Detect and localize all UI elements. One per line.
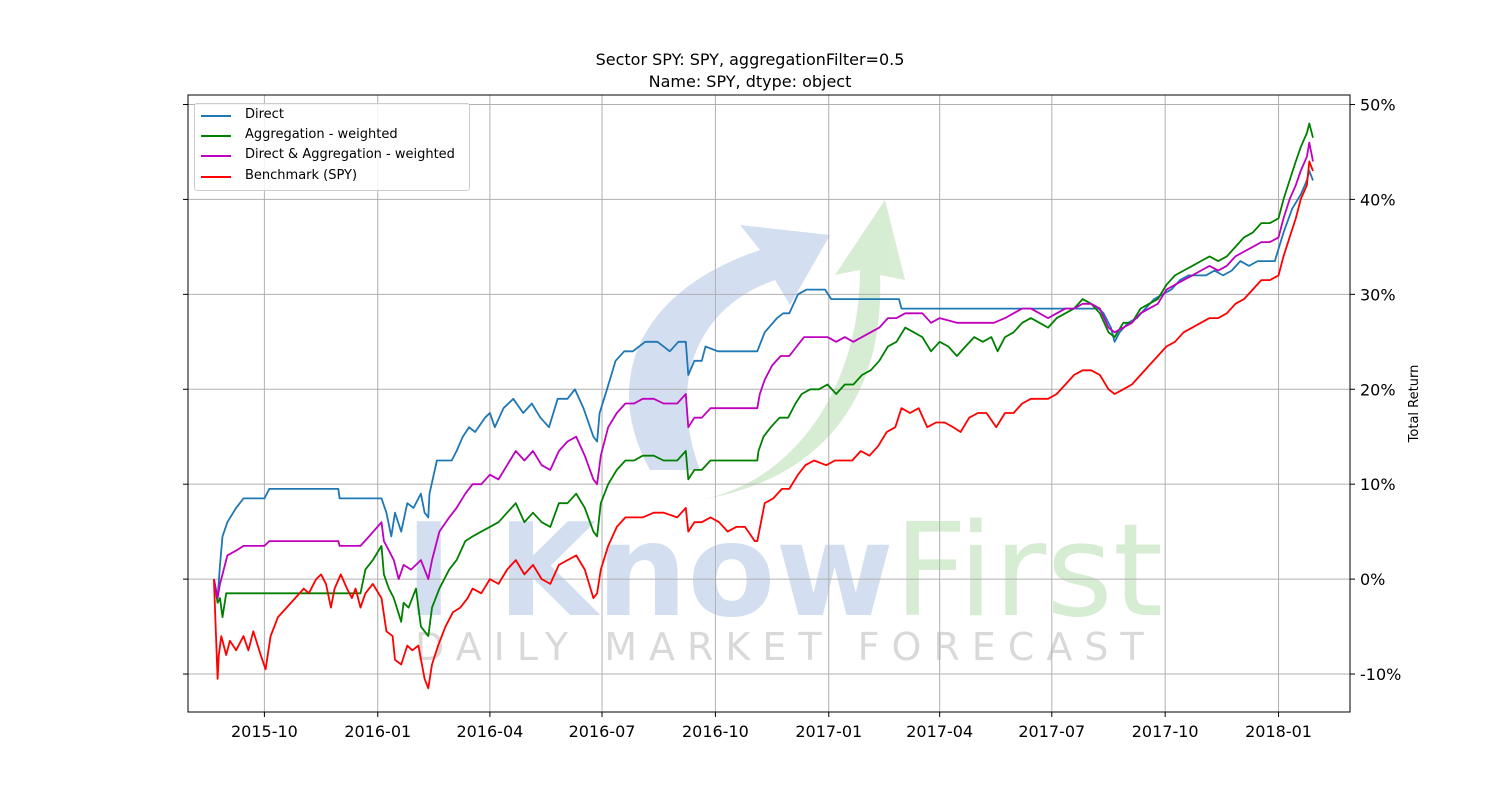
watermark-text-iknow: I KnowFirst [405,497,1163,646]
watermark-arrow-blue [628,225,830,470]
series-line-benchmark-spy [213,160,1314,690]
legend-swatch-aggregation [201,135,231,137]
series-line-direct-aggregation-weighted [213,141,1314,599]
x-tick-label: 2017-07 [1018,722,1085,741]
y-tick-label: 20% [1360,380,1396,399]
legend-swatch-direct-aggregation [201,155,231,157]
x-tick-label: 2016-04 [456,722,523,741]
legend-label-direct: Direct [245,107,284,122]
x-tick-label: 2018-01 [1245,722,1312,741]
y-tick-label: 30% [1360,285,1396,304]
y-axis-label: Total Return [1407,365,1422,444]
y-tick-label: -10% [1360,665,1401,684]
legend-label-direct-aggregation: Direct & Aggregation - weighted [245,147,455,162]
y-tick-label: 40% [1360,190,1396,209]
y-tick-label: 10% [1360,475,1396,494]
legend-label-aggregation: Aggregation - weighted [245,127,398,142]
y-tick-label: 0% [1360,570,1385,589]
x-tick-label: 2017-01 [795,722,862,741]
chart-legend: Direct Aggregation - weighted Direct & A… [194,103,470,191]
legend-label-benchmark: Benchmark (SPY) [245,168,358,183]
watermark-text-forecast: DAILY MARKET FORECAST [415,625,1156,669]
x-tick-label: 2017-04 [906,722,973,741]
x-tick-label: 2016-01 [344,722,411,741]
series-line-aggregation-weighted [213,122,1314,637]
x-tick-label: 2017-10 [1132,722,1199,741]
x-tick-label: 2015-10 [231,722,298,741]
plot-frame [187,94,1351,713]
chart-title-line2: Name: SPY, dtype: object [648,72,852,91]
chart-title-line1: Sector SPY: SPY, aggregationFilter=0.5 [595,50,905,69]
x-tick-label: 2016-07 [569,722,636,741]
watermark-arrow-green [700,200,905,500]
legend-swatch-benchmark [201,176,231,178]
legend-swatch-direct [201,115,231,117]
x-tick-label: 2016-10 [682,722,749,741]
y-tick-label: 50% [1360,95,1396,114]
